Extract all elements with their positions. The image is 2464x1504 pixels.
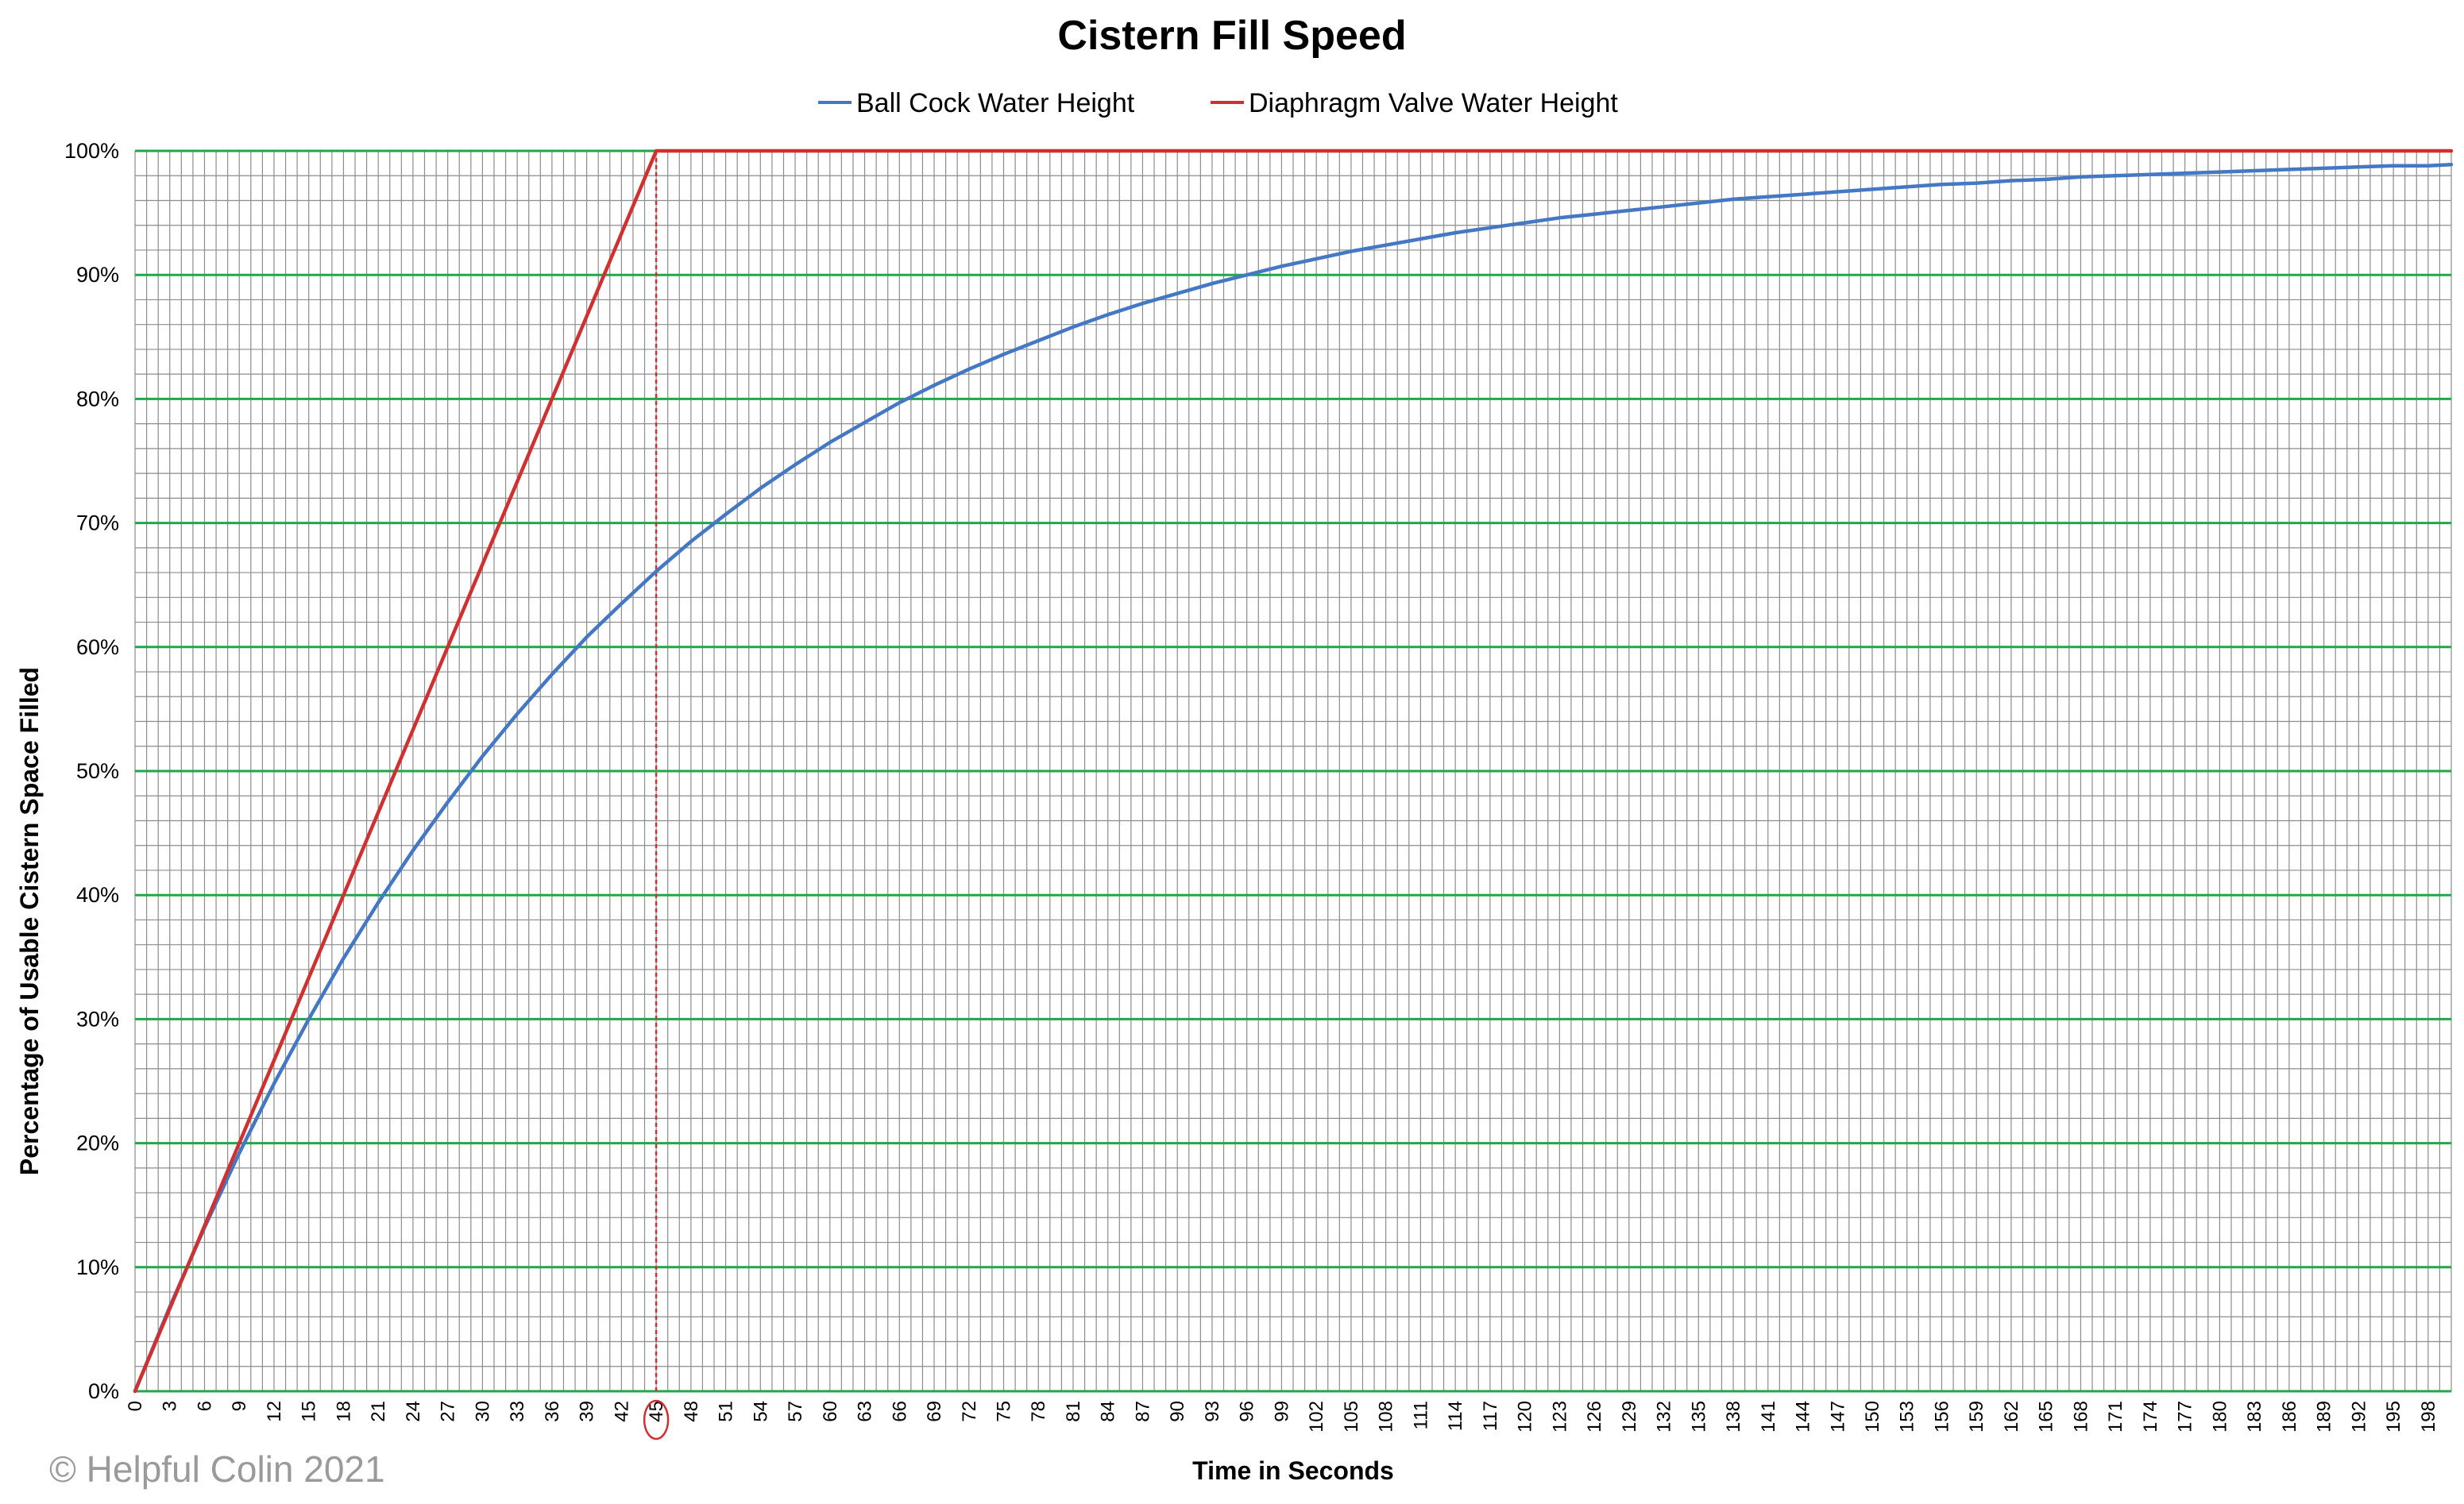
x-tick-label: 141	[1758, 1401, 1779, 1433]
series-line-diaphragm-valve	[133, 148, 2454, 1394]
x-axis-label: Time in Seconds	[1192, 1456, 1394, 1485]
x-tick-label: 12	[264, 1401, 285, 1422]
x-tick-label: 39	[577, 1401, 598, 1422]
x-tick-label: 48	[681, 1401, 702, 1422]
x-tick-label: 81	[1063, 1401, 1084, 1422]
x-tick-label: 150	[1862, 1401, 1883, 1433]
x-tick-label: 6	[194, 1401, 215, 1411]
x-tick-label: 159	[1966, 1401, 1987, 1433]
x-tick-label: 186	[2279, 1401, 2300, 1433]
x-tick-label: 36	[542, 1401, 563, 1422]
x-tick-label: 93	[1202, 1401, 1223, 1422]
x-tick-label: 96	[1237, 1401, 1258, 1422]
x-tick-label: 3	[160, 1401, 181, 1411]
x-tick-label: 15	[299, 1401, 320, 1422]
x-tick-label: 138	[1723, 1401, 1744, 1433]
legend: Ball Cock Water Height Diaphragm Valve W…	[818, 88, 1618, 118]
highlight-tick-circle	[643, 1399, 670, 1440]
x-tick-label: 123	[1549, 1401, 1570, 1433]
x-tick-label: 144	[1793, 1401, 1814, 1433]
x-tick-label: 75	[994, 1401, 1015, 1422]
x-tick-label: 54	[750, 1401, 771, 1422]
x-tick-label: 174	[2140, 1401, 2161, 1433]
x-tick-label: 30	[472, 1401, 493, 1422]
x-tick-label: 165	[2036, 1401, 2057, 1433]
x-tick-label: 78	[1028, 1401, 1049, 1422]
chart-title: Cistern Fill Speed	[1057, 13, 1406, 59]
highlight-marker	[643, 151, 670, 1440]
x-tick-label: 147	[1827, 1401, 1848, 1433]
y-tick-label: 20%	[76, 1132, 119, 1155]
y-tick-label: 60%	[76, 635, 119, 659]
x-tick-label: 162	[2001, 1401, 2022, 1433]
x-tick-label: 132	[1654, 1401, 1675, 1433]
x-tick-label: 33	[507, 1401, 528, 1422]
y-tick-label: 10%	[76, 1255, 119, 1279]
x-tick-label: 120	[1515, 1401, 1536, 1433]
series-line-ball-cock	[133, 162, 2454, 1394]
x-tick-label: 126	[1584, 1401, 1605, 1433]
y-tick-label: 40%	[76, 883, 119, 907]
major-gridlines	[135, 149, 2451, 1393]
x-tick-label: 114	[1445, 1401, 1466, 1431]
x-tick-label: 153	[1897, 1401, 1918, 1433]
x-tick-label: 42	[611, 1401, 632, 1422]
x-tick-label: 117	[1480, 1401, 1501, 1431]
x-tick-label: 21	[368, 1401, 389, 1422]
x-tick-label: 135	[1688, 1401, 1709, 1433]
y-tick-label: 50%	[76, 759, 119, 783]
legend-label-diaphragm-valve: Diaphragm Valve Water Height	[1249, 88, 1618, 118]
copyright-text: © Helpful Colin 2021	[49, 1448, 385, 1490]
x-tick-label: 183	[2244, 1401, 2265, 1433]
x-tick-label: 57	[785, 1401, 806, 1422]
x-tick-label: 27	[438, 1401, 459, 1422]
x-tick-label: 72	[959, 1401, 980, 1422]
y-tick-label: 0%	[88, 1379, 119, 1403]
x-tick-label: 9	[229, 1401, 250, 1411]
x-tick-label: 87	[1132, 1401, 1153, 1422]
x-tick-label: 189	[2314, 1401, 2335, 1433]
x-axis-ticks: 0 3 6 9 12 15 18 21 24 27 30 33 36 39 42 45 48 51 54 57 60 63…	[125, 1401, 2439, 1433]
x-tick-label: 90	[1167, 1401, 1188, 1422]
x-tick-label: 63	[855, 1401, 876, 1422]
x-tick-label: 108	[1376, 1401, 1397, 1433]
x-tick-label: 195	[2383, 1401, 2404, 1433]
x-tick-label: 0	[125, 1401, 146, 1411]
x-tick-label: 69	[924, 1401, 945, 1422]
y-axis-label: Percentage of Usable Cistern Space Fille…	[15, 667, 44, 1175]
x-tick-label: 192	[2348, 1401, 2369, 1433]
y-tick-label: 70%	[76, 511, 119, 535]
x-tick-label: 105	[1341, 1401, 1362, 1433]
x-tick-label: 102	[1306, 1401, 1327, 1433]
x-tick-label: 51	[716, 1401, 737, 1422]
x-tick-label: 198	[2418, 1401, 2439, 1433]
y-tick-label: 100%	[64, 139, 119, 163]
y-axis-ticks: 0% 10% 20% 30% 40% 50% 60% 70% 80% 90% 100%	[64, 139, 119, 1403]
x-tick-label: 129	[1619, 1401, 1640, 1433]
legend-label-ball-cock: Ball Cock Water Height	[856, 88, 1135, 118]
x-tick-label: 168	[2070, 1401, 2091, 1433]
x-tick-label: 156	[1931, 1401, 1952, 1433]
x-tick-label: 111	[1410, 1401, 1431, 1429]
x-tick-label: 66	[889, 1401, 910, 1422]
x-tick-label: 99	[1271, 1401, 1292, 1422]
x-tick-label: 18	[333, 1401, 354, 1422]
y-tick-label: 90%	[76, 263, 119, 287]
x-tick-label: 177	[2175, 1401, 2196, 1433]
x-tick-label: 180	[2209, 1401, 2230, 1433]
y-tick-label: 30%	[76, 1007, 119, 1031]
x-tick-label: 60	[820, 1401, 841, 1422]
x-tick-label: 171	[2105, 1401, 2126, 1433]
series-lines	[133, 148, 2454, 1394]
y-tick-label: 80%	[76, 387, 119, 411]
x-tick-label: 24	[403, 1401, 424, 1422]
x-tick-label: 84	[1098, 1401, 1119, 1422]
